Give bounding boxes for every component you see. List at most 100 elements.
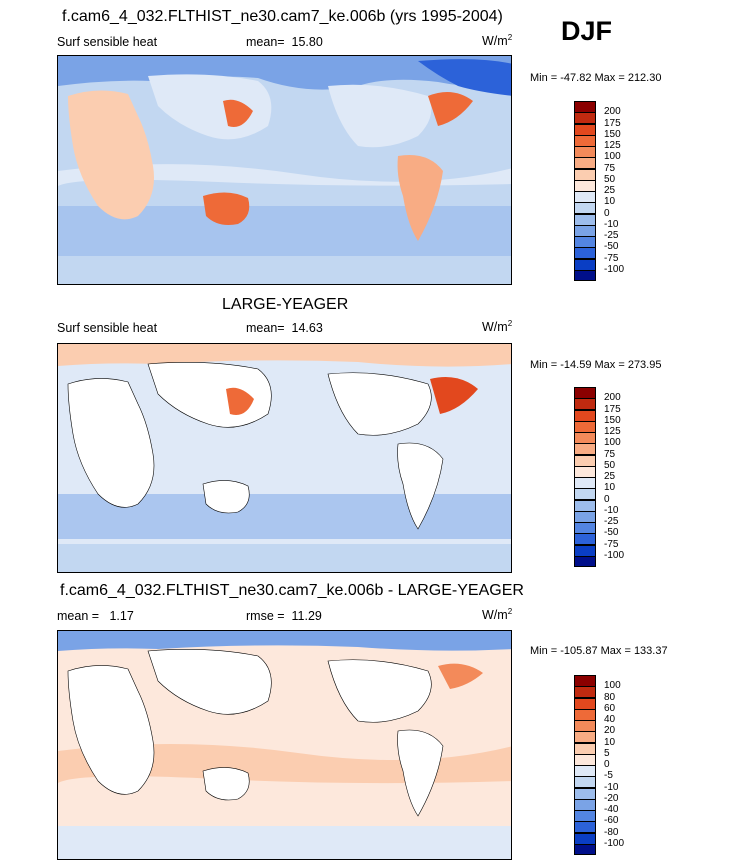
- panel-2-tick-8: 10: [604, 482, 616, 494]
- panel-3-tick-7: 0: [604, 759, 610, 770]
- panel-3-title: f.cam6_4_032.FLTHIST_ne30.cam7_ke.006b -…: [60, 582, 524, 599]
- panel-1-swatch-14: [574, 258, 596, 271]
- panel-1-tick-1: 175: [604, 117, 621, 129]
- panel-3-swatch-5: [574, 731, 596, 744]
- panel-3-swatch-12: [574, 810, 596, 822]
- panel-3-tick-10: -20: [604, 792, 619, 804]
- panel-3-tick-3: 40: [604, 714, 616, 725]
- panel-1-tick-2: 150: [604, 128, 621, 140]
- panel-3-swatch-4: [574, 720, 596, 732]
- panel-1-swatch-7: [574, 179, 596, 192]
- antarctic-band: [58, 261, 511, 284]
- panel-2-swatch-13: [574, 533, 596, 546]
- panel-1-swatch-1: [574, 112, 596, 125]
- panel-2-tick-10: -10: [604, 504, 619, 516]
- panel-1-variable: Surf sensible heat: [57, 35, 158, 49]
- panel-3-units: W/m2: [482, 607, 512, 622]
- panel-2-tick-14: -100: [604, 549, 625, 561]
- panel-2-swatch-10: [574, 499, 596, 512]
- panel-1-swatch-11: [574, 224, 596, 237]
- panel-2-swatch-14: [574, 544, 596, 557]
- panel-2-swatch-4: [574, 432, 596, 444]
- tropical-band: [58, 164, 511, 186]
- australia-land: [202, 480, 250, 514]
- panel-3-swatch-1: [574, 686, 596, 699]
- panel-1-tick-9: 0: [604, 207, 610, 219]
- panel-1-tick-12: -50: [604, 241, 619, 253]
- panel-1-tick-4: 100: [604, 151, 621, 163]
- panel-2-mean: mean= 14.63: [246, 321, 323, 335]
- panel-2-mean-label: mean=: [246, 321, 285, 335]
- panel-3-tick-8: -5: [604, 770, 613, 782]
- panel-1-swatch-2: [574, 123, 596, 136]
- panel-3-mean-label: mean =: [57, 609, 100, 623]
- panel-3-units-exp: 2: [507, 607, 513, 616]
- panel-3-map-svg: [58, 631, 511, 859]
- panel-3-tick-11: -40: [604, 804, 619, 815]
- panel-3-mean: mean = 1.17: [57, 609, 134, 623]
- panel-3-swatch-3: [574, 708, 596, 721]
- panel-3-tick-0: 100: [604, 680, 621, 692]
- gulf-stream-feature: [430, 376, 478, 414]
- panel-1-swatch-8: [574, 191, 596, 203]
- panel-2-swatch-3: [574, 420, 596, 433]
- panel-2-tick-5: 75: [604, 448, 616, 460]
- panel-3-tick-4: 20: [604, 725, 616, 737]
- panel-3-map: [57, 630, 512, 860]
- panel-2-swatch-1: [574, 398, 596, 411]
- kuroshio-feature: [223, 99, 253, 127]
- panel-2-minmax: Min = -14.59 Max = 273.95: [530, 359, 662, 371]
- panel-3-units-base: W/m: [482, 608, 508, 623]
- panel-3-tick-5: 10: [604, 736, 616, 748]
- panel-1-tick-5: 75: [604, 162, 616, 174]
- panel-2-tick-3: 125: [604, 426, 621, 437]
- panel-3-tick-13: -80: [604, 826, 619, 838]
- subtropical-band: [58, 744, 511, 784]
- panel-1-units-exp: 2: [507, 33, 513, 42]
- south-america-land: [397, 729, 444, 817]
- panel-2-swatch-8: [574, 477, 596, 489]
- panel-3-rmse: rmse = 11.29: [246, 609, 322, 623]
- panel-1-tick-10: -10: [604, 218, 619, 230]
- panel-2-swatch-6: [574, 454, 596, 467]
- panel-3-tick-1: 80: [604, 691, 616, 703]
- panel-2-mean-value: 14.63: [291, 321, 323, 335]
- panel-2-tick-13: -75: [604, 538, 619, 550]
- panel-1-colorbar: 200 175 150 125 100 75 50 25 10 0 -10 -2…: [574, 101, 624, 281]
- panel-1-tick-7: 25: [604, 185, 616, 196]
- panel-2-swatch-2: [574, 409, 596, 422]
- season-label: DJF: [561, 16, 613, 46]
- panel-1-swatch-0: [574, 101, 596, 113]
- panel-1-units-base: W/m: [482, 34, 508, 49]
- panel-3-tick-9: -10: [604, 781, 619, 793]
- panel-2-colorbar: 200 175 150 125 100 75 50 25 10 0 -10 -2…: [574, 387, 624, 567]
- panel-1-map-svg: [58, 56, 511, 284]
- panel-2-map-svg: [58, 344, 511, 572]
- arctic-region: [58, 344, 511, 367]
- greenland-region: [418, 59, 511, 96]
- panel-2-map: [57, 343, 512, 573]
- panel-1-swatch-3: [574, 134, 596, 147]
- panel-2-units-exp: 2: [507, 319, 513, 328]
- panel-2-units-base: W/m: [482, 320, 508, 335]
- panel-3-rmse-label: rmse =: [246, 609, 285, 623]
- north-america-land: [327, 372, 432, 436]
- panel-1-mean-label: mean=: [246, 35, 285, 49]
- panel-2-tick-6: 50: [604, 459, 616, 471]
- antarctic-band: [58, 544, 511, 572]
- africa-land: [67, 665, 155, 795]
- panel-1-title: f.cam6_4_032.FLTHIST_ne30.cam7_ke.006b (…: [62, 8, 503, 25]
- panel-2-tick-11: -25: [604, 516, 619, 527]
- panel-2-units: W/m2: [482, 319, 512, 334]
- panel-3-tick-2: 60: [604, 702, 616, 714]
- panel-2-swatch-7: [574, 465, 596, 478]
- panel-1-tick-13: -75: [604, 252, 619, 264]
- panel-2-tick-12: -50: [604, 527, 619, 539]
- panel-3-swatch-9: [574, 776, 596, 789]
- south-america-land: [397, 442, 444, 530]
- gulf-stream-feature: [438, 663, 483, 689]
- panel-3-tick-14: -100: [604, 837, 625, 849]
- panel-3-mean-value: 1.17: [109, 609, 134, 623]
- panel-2-variable: Surf sensible heat: [57, 321, 158, 335]
- panel-1-units: W/m2: [482, 33, 512, 48]
